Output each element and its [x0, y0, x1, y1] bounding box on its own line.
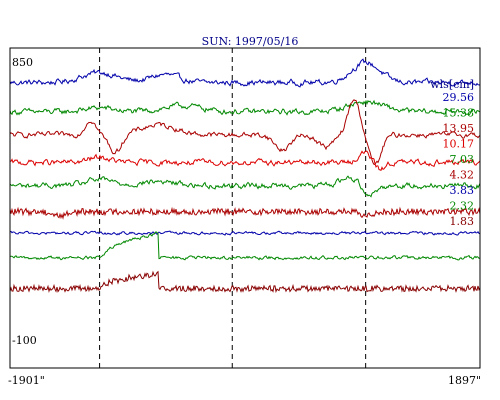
legend-entry: 2.32: [450, 200, 475, 213]
series-line: [9, 99, 481, 116]
series-line: [9, 175, 481, 198]
vertical-markers: [99, 48, 367, 368]
legend-entry: 15.38: [443, 107, 475, 120]
x-min-label: -1901": [8, 374, 45, 387]
series-lines: [9, 58, 481, 294]
legend-entry: 3.83: [450, 184, 475, 197]
series-line: [9, 58, 481, 88]
legend-title: wls[cm]: [430, 78, 474, 91]
legend-entry: 29.56: [443, 91, 475, 104]
chart-title: SUN: 1997/05/16: [202, 35, 299, 48]
legend: 29.56 15.38 13.95 10.17 7.03 4.32 3.83 2.32 1.83: [443, 91, 475, 228]
legend-entry: 1.83: [450, 215, 475, 228]
series-line: [9, 231, 481, 261]
series-line: [9, 99, 481, 166]
legend-entry: 7.03: [450, 153, 475, 166]
plot-frame: [9, 47, 481, 369]
series-line: [9, 270, 481, 294]
x-max-label: 1897": [448, 374, 481, 387]
legend-entry: 4.32: [450, 169, 475, 182]
legend-entry: 10.17: [443, 138, 475, 151]
series-line: [9, 150, 481, 171]
series-line: [9, 206, 481, 220]
y-max-label: 850: [12, 56, 33, 69]
series-line: [9, 230, 481, 236]
y-min-label: -100: [12, 334, 37, 347]
legend-entry: 13.95: [443, 122, 475, 135]
